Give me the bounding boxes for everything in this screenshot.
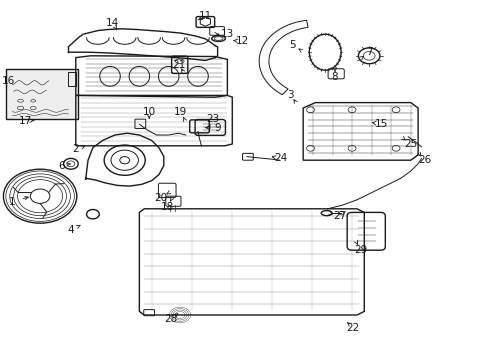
Text: 1: 1 xyxy=(9,197,16,207)
Bar xyxy=(6,69,78,119)
Text: 25: 25 xyxy=(403,139,417,149)
Text: 18: 18 xyxy=(160,202,174,212)
Text: 22: 22 xyxy=(346,323,359,333)
Text: 6: 6 xyxy=(58,161,64,171)
Text: 26: 26 xyxy=(417,155,430,165)
Text: 19: 19 xyxy=(174,107,187,117)
Text: 7: 7 xyxy=(365,47,372,57)
Text: 11: 11 xyxy=(198,11,212,21)
Text: 24: 24 xyxy=(274,153,287,163)
Text: 27: 27 xyxy=(332,211,346,221)
Text: 28: 28 xyxy=(164,314,178,324)
Text: 5: 5 xyxy=(288,40,295,50)
Text: 2: 2 xyxy=(72,144,79,154)
Text: 29: 29 xyxy=(353,245,367,255)
Text: 3: 3 xyxy=(287,90,294,100)
Text: 13: 13 xyxy=(220,29,234,39)
Text: 4: 4 xyxy=(67,225,74,235)
Text: 20: 20 xyxy=(154,193,166,203)
Text: 21: 21 xyxy=(171,60,185,70)
Text: 10: 10 xyxy=(142,107,155,117)
Text: 14: 14 xyxy=(105,18,119,28)
Text: 15: 15 xyxy=(374,119,387,129)
Text: 12: 12 xyxy=(235,36,248,46)
Text: 23: 23 xyxy=(205,114,219,124)
Text: 8: 8 xyxy=(331,72,338,82)
Text: 16: 16 xyxy=(2,76,16,86)
Text: 9: 9 xyxy=(214,123,221,133)
Text: 17: 17 xyxy=(19,116,32,126)
